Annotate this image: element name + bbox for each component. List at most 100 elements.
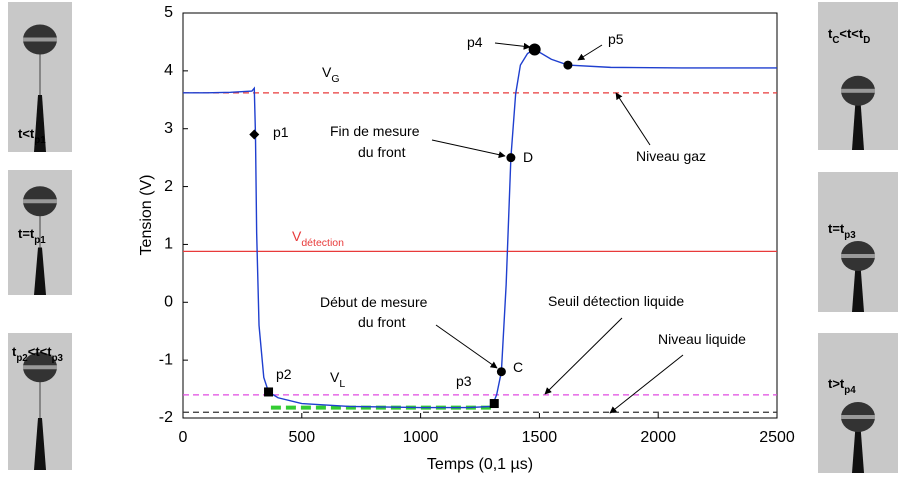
text-part: C [513,359,523,375]
y-tick-label: 3 [164,120,173,137]
text-part: t [12,344,17,359]
arrow [494,42,531,50]
subscript: p1 [34,235,46,246]
text-part: du front [358,314,406,330]
y-tick-label: 4 [164,62,173,79]
y-tick-label: -1 [159,351,173,368]
photo: t=tp3 [818,172,898,312]
point [496,367,506,377]
y-tick-label: -2 [159,409,173,426]
text-part: V [292,228,302,244]
plot-frame [182,12,778,419]
nozzle [34,247,46,295]
point [563,60,573,70]
arrow [435,324,498,369]
photo-label: t>tp4 [828,376,856,396]
arrow [544,317,623,395]
annotation: p3 [456,373,472,389]
text-part: Niveau gaz [636,148,706,164]
annotation: Niveau gaz [636,148,706,164]
nozzle [852,419,864,473]
x-tick-label: 1000 [403,429,439,446]
annotation: VG [322,64,340,85]
y-axis-label: Tension (V) [138,175,155,256]
text-part: p3 [456,373,472,389]
text-part: Fin de mesure [330,123,420,139]
annotation: p5 [608,31,624,47]
annotation: Début de mesure [320,294,428,310]
annotation: du front [358,144,406,160]
x-tick-label: 1500 [522,429,558,446]
plot: 0 500 1000 1500 2000 2500 -2 -1 0 1 2 3 4 5 p1 p2 p3 p4 p5… [159,4,795,446]
nozzle [852,258,864,312]
text-part: <t<t [839,26,864,41]
subscript: C [832,35,839,46]
y-tick-label: 5 [164,4,173,21]
text-part: p2 [276,366,292,382]
photo: tp2<t<tp3 [8,333,72,470]
text-part: t [828,26,833,41]
annotation: p1 [273,124,289,140]
text-part: V [330,369,340,385]
text-part: p4 [467,34,483,50]
point [489,399,499,409]
subscript: p2 [16,353,28,364]
text-part: Niveau liquide [658,331,746,347]
photo: tC<t<tD [818,2,898,150]
annotation: Niveau liquide [658,331,746,347]
droplet-band [23,37,57,42]
y-tick-label: 2 [164,178,173,195]
arrow [431,139,506,159]
point [506,153,516,163]
subscript: p4 [844,385,856,396]
text-part: <t<t [28,344,53,359]
arrow [577,44,603,61]
photo-label: t<tp1 [18,126,46,146]
x-tick-label: 0 [179,429,188,446]
subscript: D [863,35,870,46]
text-part: t<t [18,126,35,141]
point [249,129,260,140]
signal-line [183,48,777,409]
droplet-band [23,199,57,204]
arrow [615,92,651,146]
subscript: L [339,378,345,390]
text-part: Début de mesure [320,294,428,310]
subscript: p3 [844,230,856,241]
annotation: Fin de mesure [330,123,420,139]
y-tick-label: 0 [164,294,173,311]
annotation: p4 [467,34,483,50]
annotation: C [513,359,523,375]
text-part: D [523,149,533,165]
text-part: t>t [828,376,845,391]
droplet-band [841,415,875,419]
y-tick-label: 1 [164,236,173,253]
x-tick-label: 2000 [640,429,676,446]
droplet-band [23,365,57,370]
nozzle [852,93,864,150]
x-tick-label: 500 [288,429,315,446]
annotation: p2 [276,366,292,382]
annotation: Seuil détection liquide [548,293,684,309]
photo: t<tp1 [8,2,72,152]
subscript: p1 [34,135,46,146]
nozzle [34,95,46,152]
subscript: détection [301,237,344,249]
point [264,387,274,397]
nozzle [34,417,46,470]
photo-label: t=tp3 [828,221,856,241]
annotation: du front [358,314,406,330]
text-part: p5 [608,31,624,47]
text-part: Seuil détection liquide [548,293,684,309]
x-axis-label: Temps (0,1 µs) [427,456,533,473]
text-part: t=t [18,226,35,241]
arrow [609,354,684,414]
text-part: du front [358,144,406,160]
droplet-band [841,88,875,93]
annotation: Vdétection [292,228,344,249]
droplet-band [841,254,875,258]
text-part: t=t [828,221,845,236]
annotation: VL [330,369,345,390]
